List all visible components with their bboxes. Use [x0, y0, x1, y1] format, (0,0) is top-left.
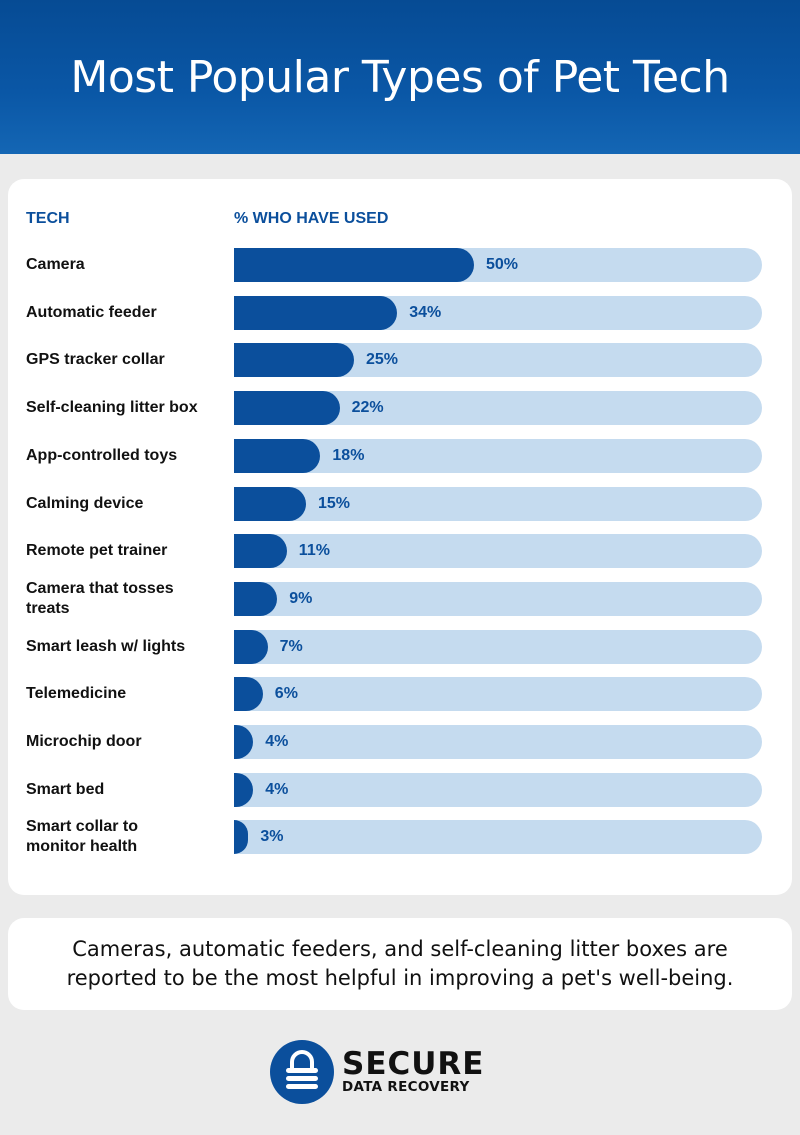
- bar-row: Microchip door 4%: [0, 725, 800, 759]
- category-label: Camera that tosses treats: [26, 579, 174, 617]
- bar: [234, 772, 254, 807]
- bar-track: 25%: [234, 343, 762, 378]
- category-label: Telemedicine: [26, 685, 127, 703]
- bar-row: App-controlled toys 18%: [0, 438, 800, 473]
- category-label: Microchip door: [26, 733, 142, 750]
- category-label: Calming device: [26, 494, 144, 512]
- value-label: 25%: [366, 351, 399, 369]
- bar: [234, 295, 398, 330]
- category-label: Camera: [26, 256, 85, 273]
- value-label: 3%: [260, 828, 284, 846]
- value-label: 50%: [486, 256, 519, 273]
- bar: [234, 248, 474, 282]
- bar: [234, 486, 306, 521]
- bar: [234, 629, 268, 664]
- bar-row: Camera that tosses treats 9%: [0, 579, 800, 617]
- bar-row: Automatic feeder 34%: [0, 295, 800, 330]
- page-title: Most Popular Types of Pet Tech: [70, 51, 730, 103]
- bar-row: Remote pet trainer 11%: [0, 534, 800, 569]
- bar-track: 34%: [234, 295, 762, 330]
- bar-track: 4%: [234, 725, 762, 759]
- footnote-box: Cameras, automatic feeders, and self-cle…: [8, 918, 792, 1010]
- bar-row: Self-cleaning litter box 22%: [0, 391, 800, 426]
- value-label: 22%: [351, 399, 384, 417]
- value-label: 6%: [274, 685, 298, 703]
- category-label: Smart leash w/ lights: [26, 637, 186, 655]
- category-label: Self-cleaning litter box: [26, 399, 198, 417]
- bar: [234, 391, 340, 426]
- bar-row: Telemedicine 6%: [0, 677, 800, 712]
- bar-track: 18%: [234, 438, 762, 473]
- padlock-icon: [270, 1040, 334, 1104]
- bar-row: Calming device 15%: [0, 486, 800, 521]
- bar-track: 22%: [234, 391, 762, 426]
- bar-track: 4%: [234, 772, 762, 807]
- bar: [234, 820, 249, 855]
- logo-line2: DATA RECOVERY: [342, 1079, 470, 1095]
- bar: [234, 343, 354, 378]
- category-label: GPS tracker collar: [26, 351, 165, 369]
- value-label: 4%: [265, 780, 289, 798]
- bar-track: 11%: [234, 534, 762, 569]
- bar-row: Camera 50%: [0, 248, 800, 282]
- bar-track: 15%: [234, 486, 762, 521]
- category-label: Remote pet trainer: [26, 542, 168, 560]
- footnote-text: Cameras, automatic feeders, and self-cle…: [66, 937, 734, 990]
- bar-track: 3%: [234, 820, 762, 855]
- bar-row: GPS tracker collar 25%: [0, 343, 800, 378]
- bar-track: 7%: [234, 629, 762, 664]
- value-label: 9%: [289, 589, 313, 607]
- bar: [234, 438, 321, 473]
- value-label: 7%: [279, 637, 303, 655]
- bar-row: Smart collar to monitor health 3%: [0, 818, 800, 856]
- value-label: 4%: [265, 733, 289, 750]
- value-label: 34%: [409, 303, 442, 321]
- bar-track: 9%: [234, 581, 762, 616]
- bar-track: 6%: [234, 677, 762, 712]
- header-banner: Most Popular Types of Pet Tech: [0, 0, 800, 154]
- category-label: Smart bed: [26, 780, 105, 798]
- x-axis-header: % WHO HAVE USED: [234, 210, 389, 227]
- category-label: Smart collar to monitor health: [26, 818, 139, 856]
- value-label: 15%: [318, 494, 351, 512]
- y-axis-header: TECH: [26, 210, 70, 227]
- category-label: Automatic feeder: [26, 303, 157, 321]
- logo-line1: SECURE: [342, 1046, 485, 1082]
- bar: [234, 725, 254, 759]
- logo: SECURE DATA RECOVERY: [270, 1040, 484, 1104]
- bar-row: Smart bed 4%: [0, 772, 800, 807]
- value-label: 11%: [298, 542, 330, 560]
- bar: [234, 677, 263, 712]
- bar-row: Smart leash w/ lights 7%: [0, 629, 800, 664]
- value-label: 18%: [332, 446, 365, 464]
- category-label: App-controlled toys: [26, 446, 178, 464]
- bar: [234, 581, 278, 616]
- bar: [234, 534, 287, 569]
- bar-track: 50%: [234, 248, 762, 282]
